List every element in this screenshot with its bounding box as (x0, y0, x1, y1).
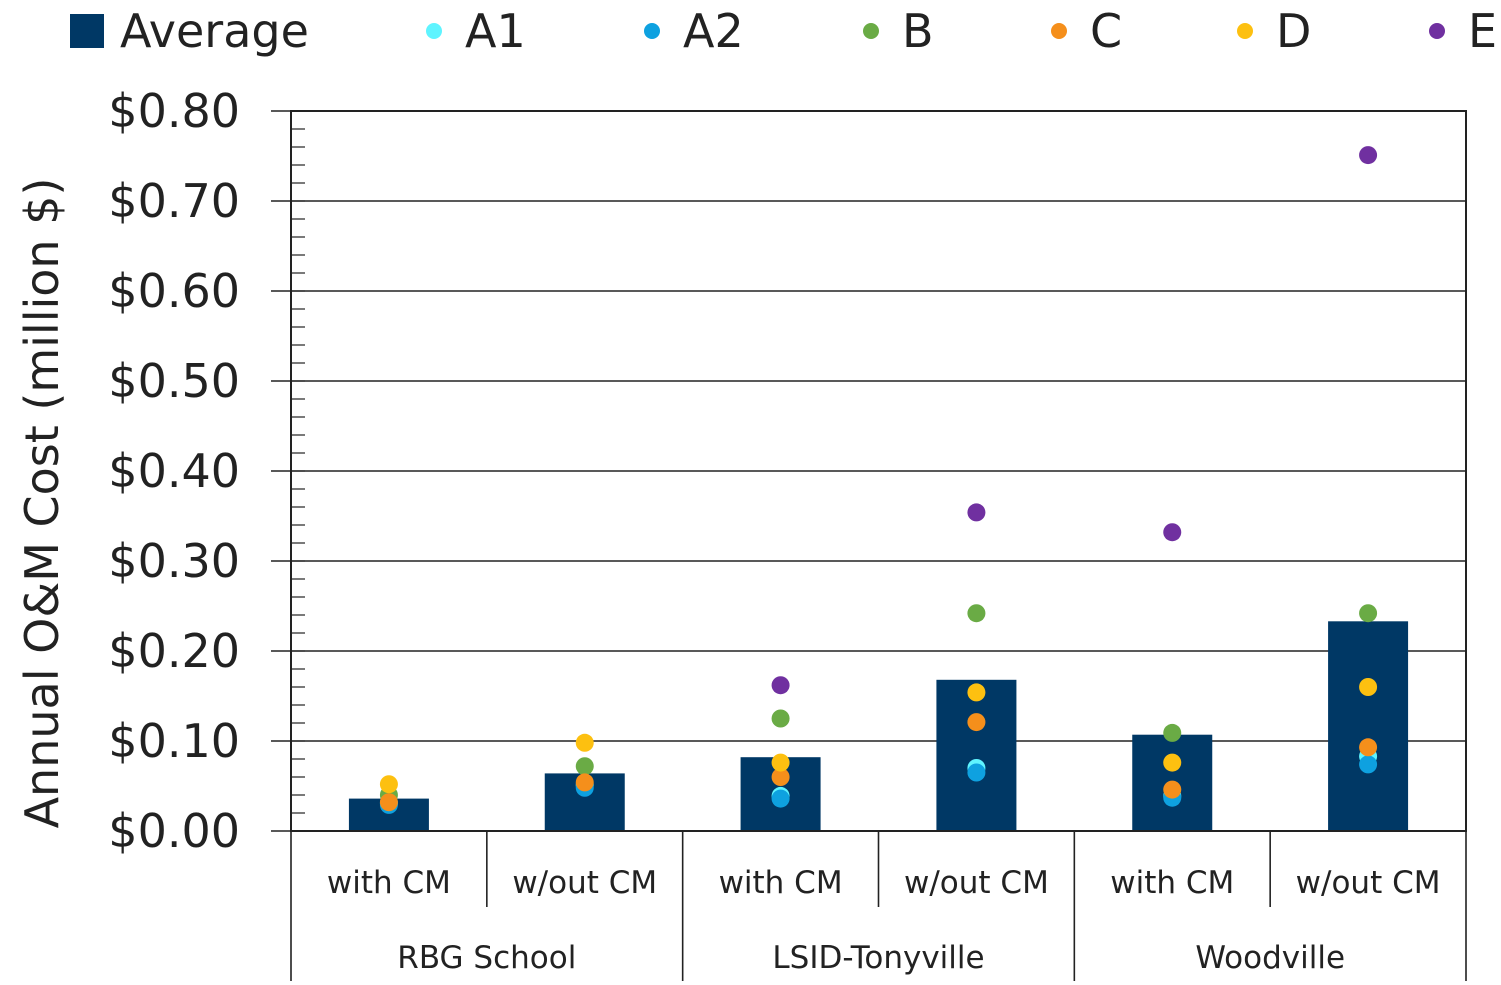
legend-label: A1 (465, 4, 526, 58)
legend: Average A1 A2 B C D E (70, 4, 1497, 58)
y-tick-label: $0.80 (108, 84, 240, 138)
x-category-label: w/out CM (512, 865, 657, 901)
x-category-label: with CM (327, 865, 451, 901)
bars (348, 621, 1409, 831)
point-d (1163, 753, 1182, 772)
legend-label: Average (120, 4, 309, 58)
legend-label: D (1276, 4, 1311, 58)
point-b (1163, 723, 1182, 742)
point-d (771, 753, 790, 772)
point-d (967, 683, 986, 702)
point-a2 (1359, 755, 1378, 774)
point-e (1163, 523, 1182, 542)
y-tick-label: $0.50 (108, 354, 240, 408)
x-group-label: RBG School (397, 940, 576, 976)
point-b (967, 604, 986, 623)
point-d (379, 775, 398, 794)
point-e (1359, 146, 1378, 165)
y-tick-label: $0.30 (108, 534, 240, 588)
point-a2 (771, 789, 790, 808)
y-tick-label: $0.10 (108, 714, 240, 768)
x-category-label: with CM (719, 865, 843, 901)
legend-marker-a2 (644, 23, 660, 39)
x-category-label: with CM (1110, 865, 1234, 901)
point-b (771, 709, 790, 728)
point-c (967, 713, 986, 732)
legend-marker-d (1237, 23, 1253, 39)
point-a2 (967, 763, 986, 782)
y-axis-title: Annual O&M Cost (million $) (15, 178, 69, 829)
axes (271, 110, 1467, 981)
y-tick-label: $0.00 (108, 804, 240, 858)
y-tick-label: $0.70 (108, 174, 240, 228)
legend-marker-a1 (426, 23, 442, 39)
x-group-label: Woodville (1195, 940, 1345, 976)
legend-marker-e (1429, 23, 1445, 39)
point-b (1359, 604, 1378, 623)
x-category-label: w/out CM (1296, 865, 1441, 901)
legend-marker-c (1051, 23, 1067, 39)
legend-label: C (1090, 4, 1122, 58)
point-c (1163, 780, 1182, 799)
legend-label: E (1468, 4, 1497, 58)
legend-label: A2 (683, 4, 744, 58)
y-tick-label: $0.60 (108, 264, 240, 318)
point-e (771, 676, 790, 695)
point-b (575, 757, 594, 776)
gridlines (291, 110, 1466, 742)
y-tick-label: $0.40 (108, 444, 240, 498)
point-c (771, 768, 790, 786)
y-tick-label: $0.20 (108, 624, 240, 678)
legend-marker-b (863, 23, 879, 39)
point-e (967, 503, 986, 522)
labels: $0.00 $0.10 $0.20 $0.30 $0.40 $0.50 $0.60 $0.70… (108, 84, 1440, 976)
points (379, 146, 1378, 814)
point-c (1359, 738, 1378, 757)
x-group-label: LSID-Tonyville (772, 940, 984, 976)
bar-average (936, 679, 1017, 831)
point-d (1359, 678, 1378, 696)
x-category-label: w/out CM (904, 865, 1049, 901)
legend-marker-average (70, 14, 104, 48)
bar-average (1328, 621, 1409, 831)
point-c (379, 793, 398, 812)
point-c (575, 773, 594, 792)
point-d (575, 733, 594, 752)
legend-label: B (902, 4, 934, 58)
